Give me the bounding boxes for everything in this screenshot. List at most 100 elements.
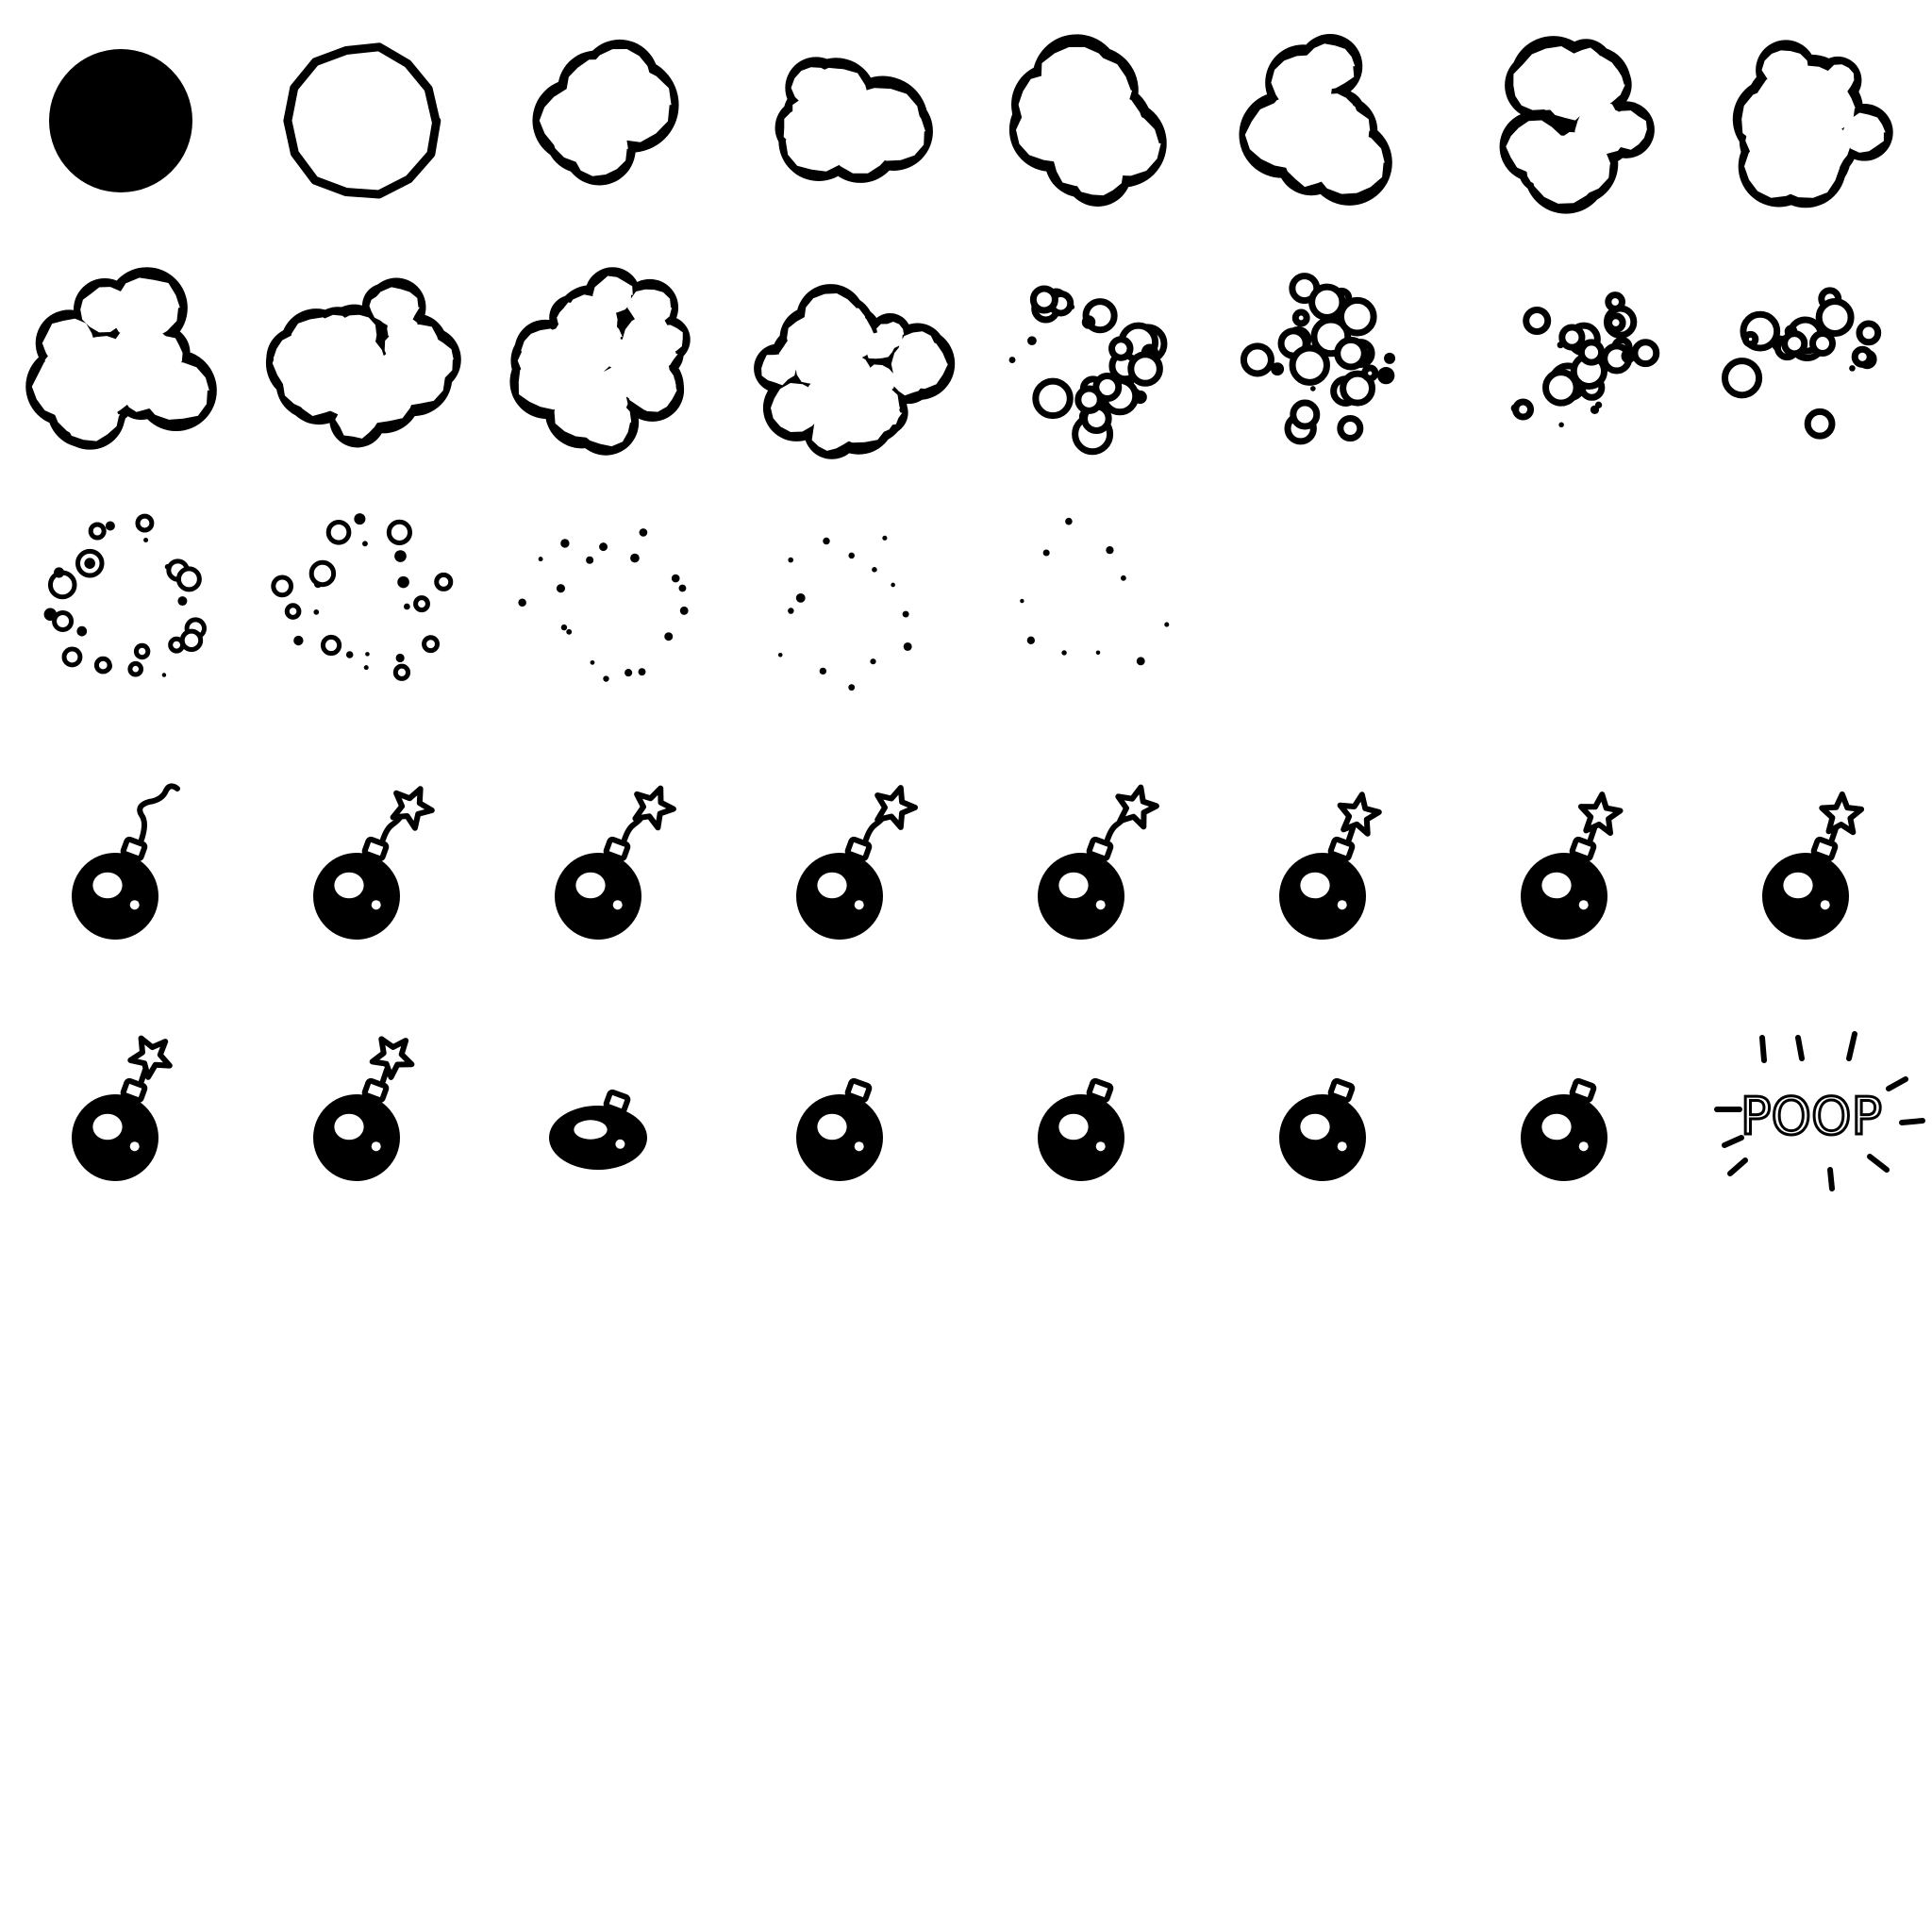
poop-burst	[1714, 1031, 1925, 1191]
puff-frame-18	[242, 483, 483, 724]
scatter-dots	[518, 528, 689, 682]
bomb-sprite	[555, 785, 676, 940]
spark-star-icon	[1337, 791, 1382, 837]
bomb-body	[313, 1077, 400, 1181]
bomb-frame-31	[242, 996, 483, 1238]
bomb-body	[555, 836, 641, 940]
scatter-dots	[43, 513, 207, 677]
bomb-highlight	[817, 872, 847, 899]
bomb-sprite	[796, 1077, 883, 1181]
bomb-frame-34	[966, 996, 1208, 1238]
puff-sprite	[265, 277, 461, 448]
breaking-bubbles	[1721, 287, 1882, 440]
bomb-body	[796, 1077, 883, 1181]
bomb-highlight	[575, 872, 606, 899]
bomb-highlight	[1300, 872, 1330, 899]
bomb-frame-24	[483, 755, 724, 996]
bomb-sprite	[313, 786, 435, 940]
bomb-highlight	[1058, 1113, 1089, 1141]
bomb-highlight	[334, 1113, 364, 1141]
bomb-sprite	[1279, 791, 1382, 940]
puff-frame-4	[724, 0, 966, 242]
puff-sprite	[1510, 291, 1660, 428]
bomb-frame-33	[724, 996, 966, 1238]
puff-frame-10	[242, 242, 483, 483]
poop-text: POOP	[1740, 1087, 1882, 1146]
bomb-frame-29	[1690, 755, 1932, 996]
bomb-body	[1279, 1077, 1366, 1181]
bomb-body	[1279, 836, 1366, 940]
puff-sprite	[25, 267, 217, 450]
bomb-sprite	[796, 785, 918, 940]
puff-sprite	[1732, 40, 1893, 208]
breaking-bubbles	[1240, 273, 1396, 445]
bomb-sprite	[72, 1035, 173, 1181]
bomb-body	[1038, 1077, 1124, 1181]
puff-sprite	[1239, 34, 1392, 206]
puff-sprite	[754, 284, 956, 459]
bomb-highlight	[92, 1113, 123, 1141]
bomb-highlight	[574, 1120, 608, 1140]
bomb-body	[1762, 836, 1849, 940]
puff-frame-17	[0, 483, 242, 724]
puff-frame-5	[966, 0, 1208, 242]
puff-frame-14	[1208, 242, 1449, 483]
cloud-bubbles	[1499, 36, 1655, 214]
bomb-body	[549, 1089, 647, 1170]
bomb-frame-22	[0, 755, 242, 996]
bomb-frame-26	[966, 755, 1208, 996]
cloud-bubbles	[25, 267, 217, 450]
puff-frame-1	[0, 0, 242, 242]
breaking-bubbles	[1510, 291, 1660, 428]
bomb-sprite	[1521, 1077, 1607, 1181]
bomb-frame-23	[242, 755, 483, 996]
bomb-sprite	[1279, 1077, 1366, 1181]
puff-sprite	[1020, 517, 1170, 666]
puff-sprite	[283, 42, 441, 199]
scatter-dots	[777, 535, 912, 691]
puff-frame-19	[483, 483, 724, 724]
bomb-frame-36	[1449, 996, 1690, 1238]
bomb-frame-30	[0, 996, 242, 1238]
spark-star-icon	[1819, 791, 1865, 836]
bomb-sprite	[1521, 791, 1624, 940]
puff-sprite	[49, 49, 192, 192]
bomb-sprite	[1038, 1077, 1124, 1181]
scatter-dots	[1020, 517, 1170, 666]
puff-sprite	[777, 535, 912, 691]
puff-frame-8	[1690, 0, 1932, 242]
puff-sprite	[532, 39, 679, 186]
puff-frame-13	[966, 242, 1208, 483]
fuse-stub	[1346, 825, 1356, 842]
puff-frame-21	[966, 483, 1208, 724]
puff-sprite	[518, 528, 689, 682]
bomb-highlight	[334, 872, 364, 899]
puff-sprite	[1240, 273, 1396, 445]
puff-frame-11	[483, 242, 724, 483]
cloud-bubbles	[774, 57, 933, 183]
bomb-highlight	[92, 872, 123, 899]
puff-sprite	[1008, 285, 1168, 456]
bomb-frame-27	[1208, 755, 1449, 996]
spark-star-icon	[369, 1036, 415, 1080]
breaking-bubbles	[1008, 285, 1168, 456]
bomb-body	[72, 836, 158, 940]
puff-frame-6	[1208, 0, 1449, 242]
bomb-sprite	[313, 1036, 415, 1181]
bomb-highlight	[1541, 1113, 1572, 1141]
scatter-dots	[271, 513, 454, 681]
bomb-frame-32	[483, 996, 724, 1238]
bomb-frame-35	[1208, 996, 1449, 1238]
solid-ball-shape	[49, 49, 192, 192]
puff-sprite	[1008, 34, 1167, 207]
cloud-bubbles	[1239, 34, 1392, 206]
bomb-body	[1521, 1077, 1607, 1181]
puff-frame-16	[1690, 242, 1932, 483]
fuse-curl	[137, 783, 180, 842]
bomb-body	[1038, 836, 1124, 940]
puff-sprite	[43, 513, 207, 677]
cloud-bubbles	[754, 284, 956, 459]
spark-star-icon	[632, 785, 676, 831]
bomb-body	[313, 836, 400, 940]
outline-ball-shape	[283, 42, 441, 199]
